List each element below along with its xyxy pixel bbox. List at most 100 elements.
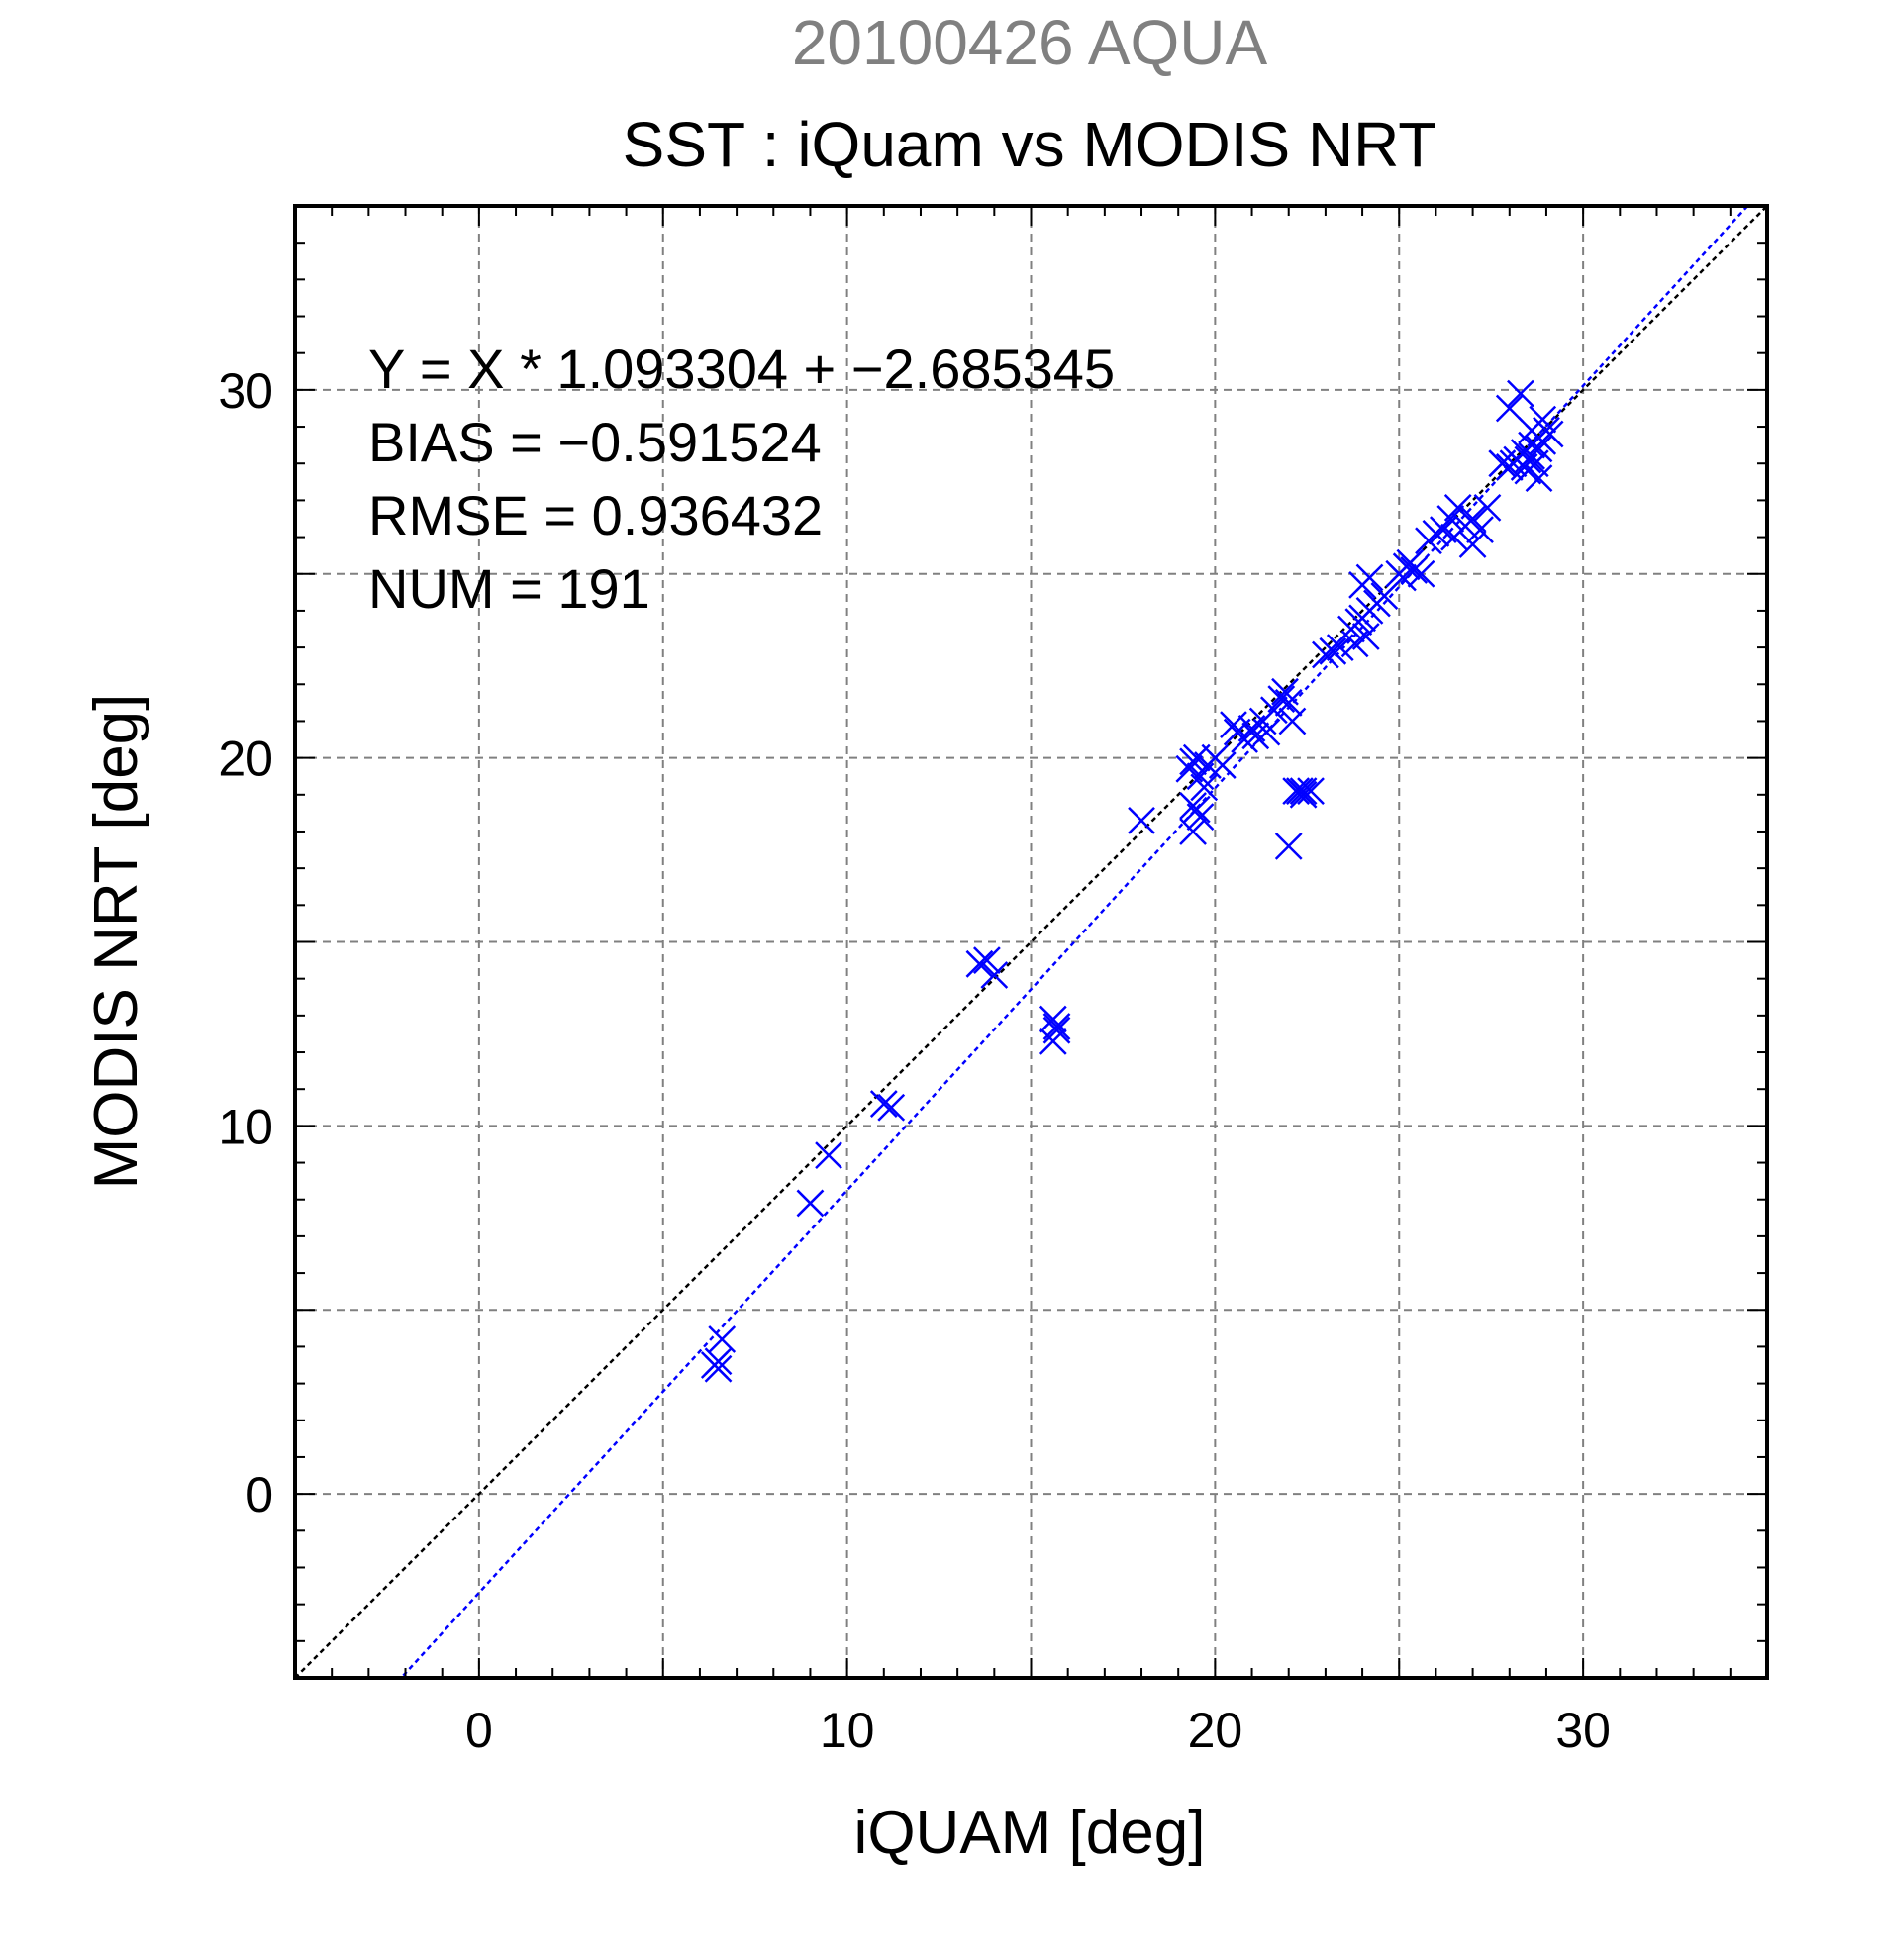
data-point-stroke: [1529, 405, 1557, 434]
data-point: [1274, 832, 1303, 860]
data-point-stroke: [1179, 818, 1207, 845]
data-point-stroke: [877, 1093, 906, 1122]
data-point: [796, 1189, 825, 1218]
data-point: [1407, 559, 1436, 588]
data-point-stroke: [704, 1347, 733, 1376]
data-point: [1271, 677, 1299, 706]
data-point: [1042, 1016, 1071, 1044]
data-point: [1507, 379, 1534, 408]
data-point-stroke: [1252, 718, 1281, 746]
grid-lines: [295, 206, 1767, 1678]
data-point: [1495, 394, 1524, 423]
chart-subtitle: 20100426 AQUA: [792, 7, 1268, 78]
num-label: NUM = 191: [368, 557, 650, 620]
data-point-stroke: [1466, 516, 1494, 544]
rmse-label: RMSE = 0.936432: [368, 484, 823, 546]
data-point-stroke: [1182, 795, 1211, 824]
data-point-stroke: [1514, 445, 1542, 474]
x-tick-label: 10: [820, 1703, 875, 1758]
data-point: [973, 946, 1001, 974]
data-point-stroke: [1278, 707, 1307, 735]
data-point: [1443, 493, 1472, 522]
data-point: [1039, 1005, 1067, 1033]
data-point-stroke: [1241, 722, 1270, 750]
data-point: [1312, 640, 1339, 669]
data-point: [1282, 777, 1311, 805]
data-point-stroke: [708, 1325, 737, 1353]
data-point-stroke: [1274, 688, 1303, 717]
data-point-stroke: [1128, 806, 1155, 834]
x-tick-label: 0: [465, 1703, 493, 1758]
data-point: [1220, 711, 1247, 739]
data-point: [1267, 685, 1296, 714]
data-point: [1042, 1013, 1071, 1040]
data-point-stroke: [1351, 623, 1380, 650]
data-point-stroke: [1220, 711, 1247, 739]
data-point: [1252, 718, 1281, 746]
data-point: [815, 1141, 842, 1169]
data-point: [1289, 780, 1318, 809]
data-point: [1128, 806, 1155, 834]
data-point-stroke: [1443, 493, 1472, 522]
data-point-stroke: [1319, 637, 1347, 665]
data-point-stroke: [1267, 685, 1296, 714]
data-point: [1297, 777, 1325, 805]
data-point-stroke: [704, 1354, 733, 1383]
data-point-stroke: [980, 961, 1009, 989]
data-point-stroke: [973, 946, 1001, 974]
chart-title: SST : iQuam vs MODIS NRT: [623, 109, 1437, 180]
y-tick-label: 20: [218, 732, 273, 787]
data-point: [1389, 563, 1417, 592]
data-point-stroke: [1407, 559, 1436, 588]
y-axis-label: MODIS NRT [deg]: [82, 694, 150, 1190]
data-point-stroke: [1282, 777, 1311, 805]
data-point-stroke: [1458, 531, 1487, 558]
data-point: [869, 1090, 898, 1118]
x-tick-label: 30: [1555, 1703, 1611, 1758]
tick-labels: 0 10 20 30 0 10 20 30: [218, 363, 1611, 1758]
data-point-stroke: [1271, 677, 1299, 706]
data-point-stroke: [1507, 379, 1534, 408]
data-point: [1274, 688, 1303, 717]
data-point: [1190, 773, 1219, 802]
data-point: [1458, 531, 1487, 558]
data-point-stroke: [1042, 1013, 1071, 1040]
data-point-stroke: [1297, 777, 1325, 805]
data-point-stroke: [1458, 505, 1487, 533]
data-point: [1186, 803, 1215, 831]
data-point-stroke: [869, 1090, 898, 1118]
data-point-stroke: [1289, 777, 1318, 805]
data-point: [1208, 751, 1237, 779]
data-point-stroke: [1274, 832, 1303, 860]
data-point: [1278, 707, 1307, 735]
fit-equation: Y = X * 1.093304 + −2.685345: [368, 338, 1115, 400]
x-tick-label: 20: [1188, 1703, 1243, 1758]
y-tick-label: 10: [218, 1099, 273, 1154]
data-point: [877, 1093, 906, 1122]
data-point: [1289, 777, 1318, 805]
data-point: [704, 1354, 733, 1383]
data-point: [1514, 445, 1542, 474]
data-point-stroke: [965, 949, 994, 978]
data-point: [708, 1325, 737, 1353]
data-point: [980, 961, 1009, 989]
data-point-stroke: [1039, 1005, 1067, 1033]
x-axis-label: iQUAM [deg]: [854, 1799, 1206, 1867]
data-point-stroke: [1355, 563, 1384, 592]
data-point: [1351, 623, 1380, 650]
data-point: [1510, 453, 1538, 481]
data-point-stroke: [1495, 394, 1524, 423]
data-point-stroke: [1186, 803, 1215, 831]
minor-ticks: [294, 205, 1768, 1679]
data-point-stroke: [1289, 780, 1318, 809]
bias-label: BIAS = −0.591524: [368, 411, 822, 473]
data-point-stroke: [1535, 420, 1564, 448]
data-point-stroke: [1208, 751, 1237, 779]
data-point: [1319, 637, 1347, 665]
data-point-stroke: [796, 1189, 825, 1218]
data-point-stroke: [1473, 493, 1502, 522]
data-point: [1355, 563, 1384, 592]
plot-area: [295, 206, 1767, 1678]
data-point-stroke: [1488, 449, 1517, 478]
